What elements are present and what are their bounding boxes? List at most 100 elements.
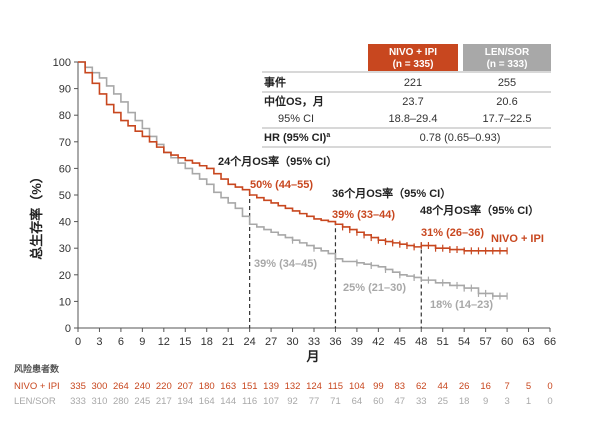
risk-count: 44 xyxy=(437,381,448,392)
risk-count: 5 xyxy=(526,381,531,392)
risk-count: 77 xyxy=(309,396,320,407)
x-tick-label: 45 xyxy=(394,336,406,348)
row-events-lensor: 255 xyxy=(498,77,516,89)
risk-count: 116 xyxy=(242,396,257,407)
row-median-lensor: 20.6 xyxy=(496,96,517,108)
header-nivo-line1: NIVO + IPI xyxy=(389,47,437,58)
y-tick-label: 80 xyxy=(59,110,71,122)
milestone-guides xyxy=(249,192,422,328)
x-tick-label: 66 xyxy=(544,336,556,348)
risk-count: 132 xyxy=(285,381,301,392)
risk-count: 300 xyxy=(92,381,108,392)
risk-count: 99 xyxy=(373,381,384,392)
milestone-heading: 48个月OS率（95% CI） xyxy=(420,203,539,217)
milestone-value-lensor: 39% (34–45) xyxy=(254,258,317,270)
risk-count: 164 xyxy=(199,396,215,407)
row-events-label: 事件 xyxy=(264,75,286,89)
risk-count: 217 xyxy=(156,396,172,407)
x-tick-label: 9 xyxy=(139,336,145,348)
risk-count: 335 xyxy=(70,381,86,392)
row-median-nivo: 23.7 xyxy=(402,96,423,108)
risk-count: 83 xyxy=(395,381,406,392)
header-nivo-bg xyxy=(368,44,458,71)
risk-count: 107 xyxy=(263,396,279,407)
milestone-heading: 36个月OS率（95% CI） xyxy=(332,186,451,200)
y-tick-label: 60 xyxy=(59,163,71,175)
x-tick-label: 3 xyxy=(96,336,102,348)
milestone-value-nivo: 39% (33–44) xyxy=(332,209,395,221)
y-tick-label: 30 xyxy=(59,243,71,255)
survival-curves xyxy=(78,61,508,300)
risk-count: 124 xyxy=(306,381,322,392)
risk-count: 115 xyxy=(328,381,343,392)
risk-count: 71 xyxy=(330,396,341,407)
header-lensor-bg xyxy=(463,44,551,71)
x-tick-label: 27 xyxy=(265,336,277,348)
x-tick-label: 51 xyxy=(437,336,449,348)
y-tick-label: 90 xyxy=(59,84,71,96)
y-axis-title: 总生存率（%） xyxy=(29,170,44,260)
x-tick-label: 33 xyxy=(308,336,320,348)
risk-count: 7 xyxy=(504,381,509,392)
x-tick-label: 36 xyxy=(329,336,341,348)
y-tick-label: 50 xyxy=(59,190,71,202)
risk-count: 62 xyxy=(416,381,427,392)
y-ticks: 0 10 20 30 40 50 60 70 80 90 100 xyxy=(53,57,78,335)
hr-label-text: HR (95% CI) xyxy=(264,132,327,144)
row-hr-label: HR (95% CI)a xyxy=(264,132,330,144)
risk-count: 207 xyxy=(177,381,193,392)
risk-count: 194 xyxy=(177,396,193,407)
risk-count: 9 xyxy=(483,396,488,407)
risk-count: 92 xyxy=(287,396,298,407)
risk-row-label-lensor: LEN/SOR xyxy=(14,396,56,407)
x-ticks: 0 3 6 9 12 15 18 21 24 27 30 33 36 39 42 45 48 51 54 57 60 63… xyxy=(75,328,556,348)
header-lensor-line2: (n = 333) xyxy=(487,59,528,70)
risk-count: 25 xyxy=(437,396,448,407)
milestone-annotations: 24个月OS率（95% CI） 50% (44–55) 39% (34–45) 36个… xyxy=(218,154,539,311)
risk-count: 33 xyxy=(416,396,427,407)
row-ci-lensor: 17.7–22.5 xyxy=(483,113,532,125)
row-ci-nivo: 18.8–29.4 xyxy=(389,113,438,125)
risk-count: 240 xyxy=(134,381,150,392)
x-tick-label: 6 xyxy=(118,336,124,348)
risk-row-label-nivo: NIVO + IPI xyxy=(14,381,60,392)
risk-table-title: 风险患者数 xyxy=(14,363,60,374)
x-tick-label: 42 xyxy=(372,336,384,348)
risk-count: 264 xyxy=(113,381,129,392)
milestone-value-nivo: 31% (26–36) xyxy=(421,227,484,239)
x-tick-label: 24 xyxy=(244,336,256,348)
x-tick-label: 18 xyxy=(201,336,213,348)
risk-count: 310 xyxy=(92,396,108,407)
risk-count: 104 xyxy=(349,381,365,392)
row-ci-label: 95% CI xyxy=(278,113,314,125)
risk-count: 60 xyxy=(373,396,384,407)
risk-count: 151 xyxy=(242,381,258,392)
y-tick-label: 40 xyxy=(59,217,71,229)
risk-count: 220 xyxy=(156,381,172,392)
header-nivo-line2: (n = 335) xyxy=(393,59,434,70)
header-lensor-line1: LEN/SOR xyxy=(485,47,530,58)
x-tick-label: 63 xyxy=(522,336,534,348)
risk-count: 139 xyxy=(263,381,279,392)
y-tick-label: 10 xyxy=(59,296,71,308)
risk-count: 26 xyxy=(459,381,470,392)
x-tick-label: 54 xyxy=(458,336,470,348)
risk-count: 0 xyxy=(547,396,552,407)
y-tick-label: 100 xyxy=(53,57,71,69)
risk-count: 245 xyxy=(134,396,150,407)
x-tick-label: 0 xyxy=(75,336,81,348)
risk-count: 64 xyxy=(352,396,363,407)
risk-count: 144 xyxy=(220,396,236,407)
x-tick-label: 30 xyxy=(286,336,298,348)
y-tick-label: 0 xyxy=(65,323,71,335)
risk-count: 280 xyxy=(113,396,129,407)
summary-table: NIVO + IPI (n = 335) LEN/SOR (n = 333) 事… xyxy=(262,44,551,148)
series-label-nivo: NIVO + IPI xyxy=(491,233,544,245)
x-tick-label: 12 xyxy=(158,336,170,348)
risk-count: 0 xyxy=(547,381,552,392)
row-events-nivo: 221 xyxy=(404,77,422,89)
milestone-value-nivo: 50% (44–55) xyxy=(250,179,313,191)
row-hr-value: 0.78 (0.65–0.93) xyxy=(420,132,501,144)
x-axis-title: 月 xyxy=(305,349,319,364)
